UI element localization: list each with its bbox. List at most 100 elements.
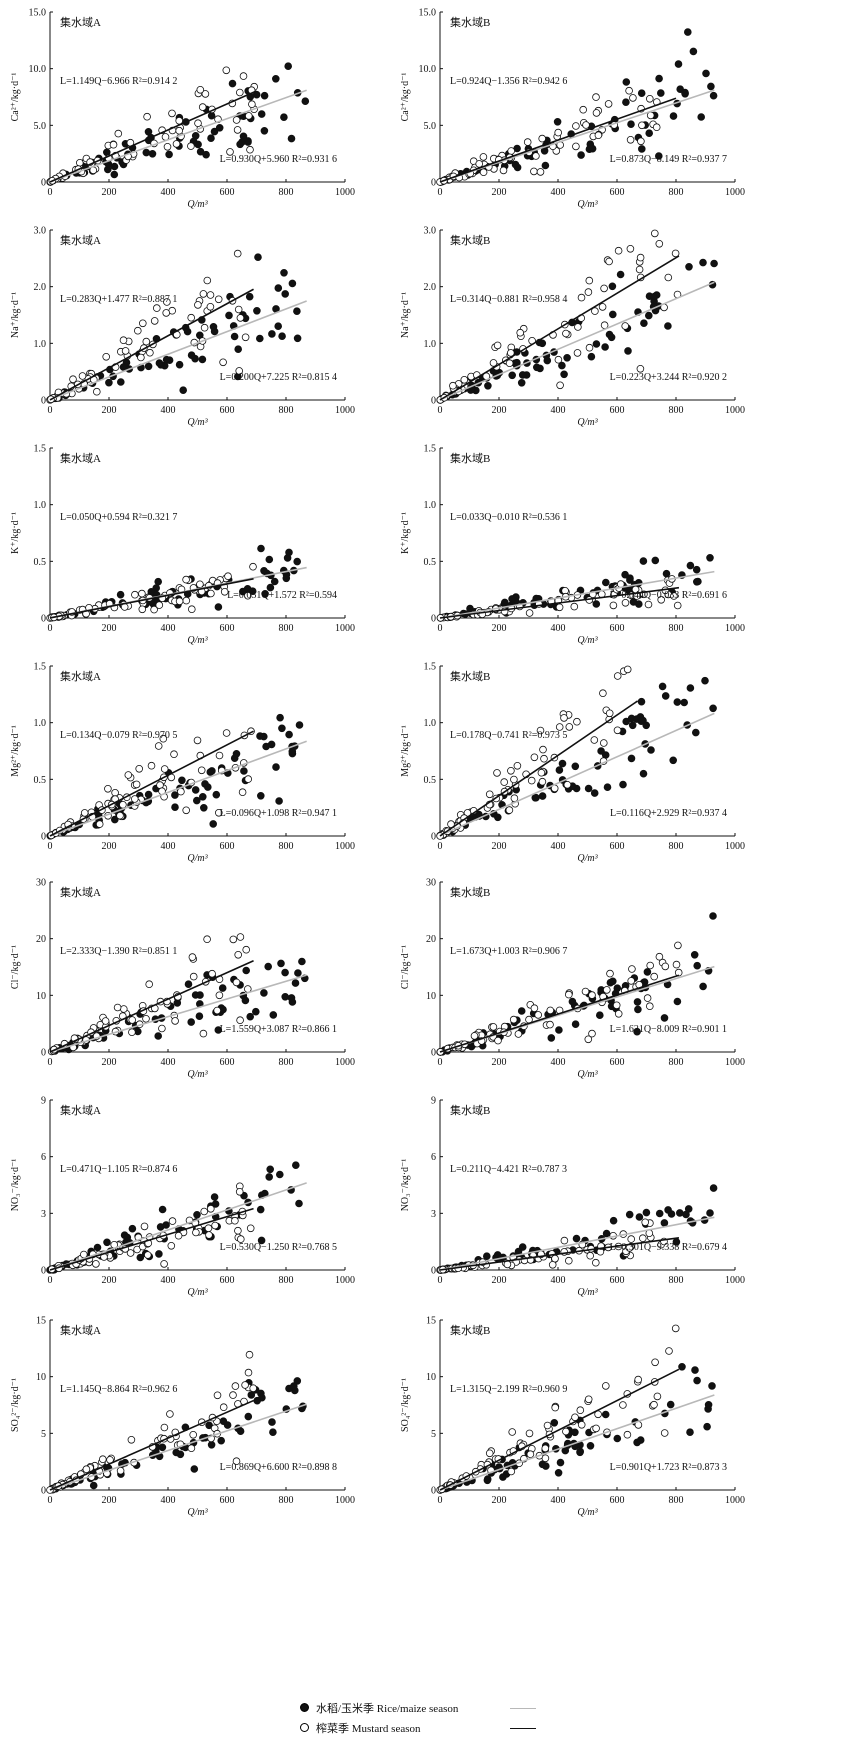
mustard-point (546, 1006, 555, 1015)
mustard-equation: L=1.315Q−2.199 R²=0.960 9 (450, 1384, 567, 1395)
mustard-point (523, 138, 532, 146)
rice-point (482, 1252, 491, 1260)
mustard-point (613, 726, 622, 735)
mustard-point (160, 1260, 168, 1268)
mustard-point (594, 131, 603, 140)
mustard-point (554, 128, 562, 137)
mustard-point (111, 788, 119, 797)
rice-point (658, 682, 667, 691)
rice-point (607, 333, 616, 342)
mustard-point (525, 1429, 534, 1438)
rice-point (270, 577, 279, 586)
mustard-point (627, 1235, 635, 1243)
rice-point (643, 968, 652, 976)
rice-point (275, 1170, 284, 1179)
rice-point (187, 351, 196, 360)
mustard-point (119, 336, 128, 345)
mustard-point (196, 580, 204, 589)
rice-point (262, 742, 270, 751)
rice-point (640, 319, 648, 328)
rice-point (601, 343, 609, 351)
mustard-point (564, 1256, 573, 1265)
x-tick-label: 200 (492, 405, 507, 416)
rice-point (253, 306, 261, 315)
rice-point (214, 1026, 223, 1034)
y-axis-label: Mg²⁺/kg·d⁻¹ (10, 725, 21, 777)
mustard-point (605, 709, 614, 718)
mustard-point (661, 962, 670, 971)
rice-point (260, 989, 268, 997)
mustard-point (532, 152, 540, 160)
y-tick-label: 0.5 (34, 775, 47, 786)
mustard-point (134, 326, 142, 335)
x-tick-label: 1000 (725, 1275, 745, 1286)
rice-point (111, 815, 119, 824)
legend: 水稻/玉米季 Rice/maize season 榨菜季 Mustard sea… (300, 1700, 720, 1744)
mustard-point (576, 1406, 585, 1414)
mustard-fit-line (49, 730, 254, 837)
mustard-point (232, 978, 241, 987)
x-tick-label: 600 (610, 623, 625, 634)
y-tick-label: 5 (431, 1429, 436, 1440)
mustard-point (229, 935, 238, 944)
rice-point (291, 1161, 300, 1169)
rice-point (633, 998, 642, 1006)
rice-point (645, 129, 653, 138)
rice-point (674, 60, 683, 68)
rice-point (654, 152, 663, 160)
mustard-point (219, 1403, 228, 1411)
rice-point (629, 598, 638, 606)
mustard-point (187, 142, 195, 150)
mustard-point (248, 100, 256, 108)
x-tick-label: 600 (610, 1275, 625, 1286)
x-axis-label: Q/m³ (577, 1287, 598, 1298)
mustard-point (660, 1429, 669, 1437)
rice-point (171, 803, 179, 811)
rice-point (158, 1205, 167, 1214)
mustard-point (146, 348, 154, 357)
mustard-point (581, 987, 590, 996)
rice-point (266, 583, 275, 592)
x-tick-label: 800 (279, 187, 294, 198)
rice-point (201, 780, 209, 788)
y-tick-label: 0 (431, 614, 436, 625)
rice-point (636, 1436, 645, 1444)
mustard-point (194, 119, 202, 127)
rice-point (187, 1018, 196, 1026)
rice-point (584, 784, 593, 793)
rice-point (647, 746, 655, 754)
rice-equation: L=0.096Q+1.098 R²=0.947 1 (220, 808, 337, 819)
mustard-point (82, 1465, 91, 1473)
rice-point (148, 150, 157, 158)
y-axis-label: Na⁺/kg·d⁻¹ (400, 292, 411, 338)
rice-point (669, 112, 678, 120)
y-tick-label: 10 (426, 991, 436, 1002)
rice-point (627, 754, 636, 763)
y-tick-label: 1.0 (424, 718, 437, 729)
rice-equation: L=1.559Q+3.087 R²=0.866 1 (220, 1024, 337, 1035)
mustard-point (625, 86, 633, 95)
rice-point (155, 1250, 163, 1258)
mustard-point (132, 780, 141, 789)
x-tick-label: 600 (220, 623, 235, 634)
mustard-point (170, 750, 178, 758)
rice-point (210, 1193, 219, 1201)
mustard-point (588, 1029, 596, 1038)
mustard-point (530, 753, 539, 762)
mustard-point (506, 349, 515, 357)
x-axis-label: Q/m³ (577, 199, 598, 210)
region-label: 集水域B (450, 1323, 490, 1337)
rice-point (245, 292, 254, 301)
rice-point (89, 1481, 98, 1490)
rice-point (261, 589, 269, 598)
mustard-point (207, 589, 215, 598)
mustard-point (168, 109, 176, 118)
mustard-point (479, 168, 488, 177)
rice-point (625, 1210, 634, 1219)
x-tick-label: 200 (102, 623, 117, 634)
x-tick-label: 0 (438, 405, 443, 416)
rice-point (576, 1447, 584, 1456)
mustard-point (599, 689, 607, 697)
rice-point (635, 1213, 644, 1221)
rice-point (517, 1007, 526, 1015)
